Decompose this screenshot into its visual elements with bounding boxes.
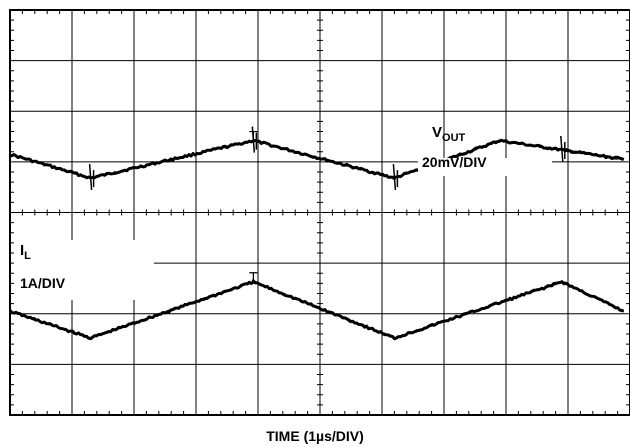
il-scale-label: 1A/DIV: [20, 275, 66, 291]
vout-label: VOUT: [432, 124, 465, 144]
il-label: IL: [20, 242, 31, 262]
switching-spike: [392, 164, 399, 191]
x-axis-label: TIME (1µs/DIV): [266, 428, 364, 444]
il-label-bg: [14, 240, 154, 300]
vout-scale-label: 20mV/DIV: [422, 154, 487, 170]
graticule: [9, 9, 630, 416]
vout-trace-noise: [9, 138, 625, 179]
switching-spike: [88, 164, 95, 191]
il-label-sub: L: [24, 250, 31, 262]
traces: [8, 126, 625, 341]
vout-label-sub: OUT: [442, 132, 466, 144]
peak-marker: [249, 130, 258, 141]
switching-spike: [560, 135, 566, 163]
vout-label-main: V: [432, 124, 443, 141]
il-label-main: I: [20, 242, 25, 259]
il-trace-noise: [9, 281, 625, 340]
peak-marker: [249, 272, 258, 282]
vout-label-bg: [418, 158, 552, 176]
